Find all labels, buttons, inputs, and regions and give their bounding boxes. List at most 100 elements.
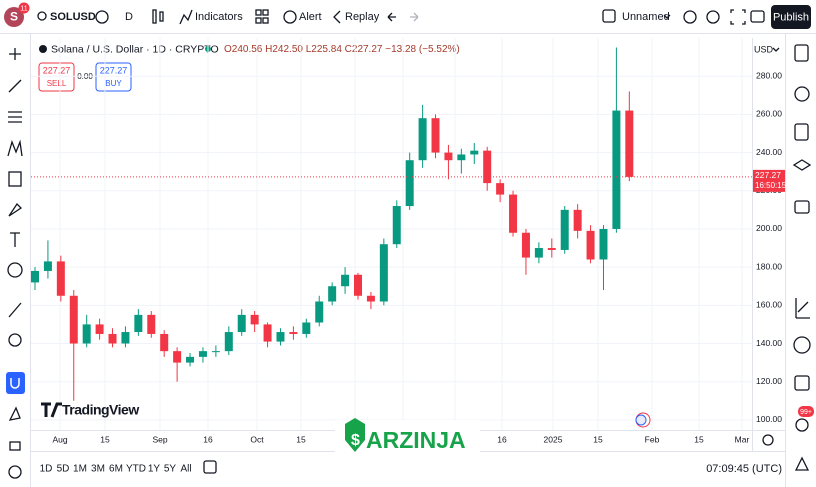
candle-body — [405, 160, 414, 207]
events-icon[interactable] — [794, 375, 810, 391]
text-tool[interactable] — [10, 232, 20, 247]
currency-menu[interactable] — [772, 47, 780, 52]
lock-drawing-tool[interactable] — [8, 406, 21, 421]
chart-style-icon — [159, 11, 164, 22]
candle-body — [134, 314, 143, 333]
layout-menu[interactable] — [663, 14, 671, 19]
date-range-icon[interactable] — [203, 460, 217, 474]
chart-style-icon[interactable] — [152, 9, 157, 24]
candle-body — [483, 150, 492, 184]
compare-icon[interactable] — [95, 10, 109, 24]
buy-price: 227.27 — [100, 65, 128, 75]
search-icon — [37, 11, 47, 21]
candle-body — [379, 244, 388, 302]
visibility-tool[interactable] — [8, 465, 22, 479]
calendar-icon[interactable] — [793, 336, 811, 354]
settings-icon[interactable] — [706, 10, 720, 24]
x-tick-label: 16 — [497, 434, 507, 444]
timeframe-button[interactable]: All — [180, 464, 191, 475]
timeframe-button[interactable]: 3M — [91, 464, 105, 475]
ideas-icon[interactable] — [795, 298, 810, 319]
watermark-mark: $ — [351, 432, 360, 449]
clock[interactable]: 07:09:45 (UTC) — [706, 463, 782, 475]
sell-price: 227.27 — [43, 65, 71, 75]
y-tick-label: 260.00 — [756, 109, 782, 119]
community-icon[interactable] — [795, 418, 809, 432]
y-tick-label: 240.00 — [756, 147, 782, 157]
alert-icon[interactable] — [283, 10, 297, 24]
pattern-tool[interactable] — [7, 139, 23, 157]
prediction-tool[interactable] — [8, 171, 22, 187]
candle-body — [224, 332, 233, 352]
timeframe-button[interactable]: YTD — [126, 464, 146, 475]
candle-body — [457, 154, 466, 161]
candle-body — [121, 332, 130, 344]
templates-icon — [262, 17, 269, 24]
watchlist-icon[interactable] — [794, 44, 809, 62]
x-tick-label: Feb — [645, 434, 660, 444]
crosshair-tool[interactable] — [9, 48, 21, 60]
magnet-tool[interactable] — [6, 372, 25, 394]
axis-settings[interactable] — [762, 434, 774, 446]
chat-icon[interactable] — [794, 200, 810, 214]
magnet-icon — [10, 378, 20, 389]
ruler-tool[interactable] — [8, 302, 22, 318]
redo-icon[interactable] — [410, 12, 419, 22]
watermark-logo — [345, 418, 365, 452]
notification-badge — [798, 406, 814, 417]
layout-name[interactable]: Unnamed — [622, 11, 670, 23]
notification-count: 99+ — [800, 409, 812, 416]
alerts-icon[interactable] — [794, 86, 810, 102]
replay-icon[interactable] — [333, 10, 341, 24]
candle-body — [302, 322, 311, 334]
zoom-tool[interactable] — [8, 333, 22, 347]
icon-tool[interactable] — [7, 262, 23, 278]
bell-icon[interactable] — [794, 456, 810, 471]
publish-button[interactable] — [771, 5, 811, 29]
news-icon[interactable] — [794, 123, 809, 141]
alert-button[interactable]: Alert — [299, 11, 322, 23]
candle-body — [560, 209, 569, 250]
buy-label: BUY — [105, 79, 122, 88]
timeframe-button[interactable]: 1Y — [148, 464, 161, 475]
layout-checkbox[interactable] — [602, 9, 616, 23]
undo-icon[interactable] — [387, 12, 396, 22]
watermark: ARZINJA — [366, 427, 466, 453]
layers-icon[interactable] — [792, 159, 812, 171]
candle-body — [82, 324, 91, 344]
candle-body — [250, 314, 259, 325]
interval[interactable]: D — [125, 11, 133, 23]
sell-button[interactable] — [38, 62, 75, 92]
candle-body — [573, 209, 582, 231]
avatar[interactable] — [4, 7, 24, 27]
candle-body — [95, 324, 104, 334]
quick-search-icon[interactable] — [683, 10, 697, 24]
y-tick-label: 100.00 — [756, 414, 782, 424]
fib-tool[interactable] — [8, 111, 22, 123]
timeframe-button[interactable]: 1M — [73, 464, 87, 475]
brush-tool[interactable] — [8, 202, 23, 217]
lock-tool[interactable] — [9, 441, 21, 451]
badge — [18, 2, 30, 14]
candle-body — [147, 314, 156, 334]
timeframe-button[interactable]: 6M — [109, 464, 123, 475]
candle-body — [237, 314, 246, 333]
tradingview-logo[interactable]: TradingView — [62, 402, 140, 418]
candle-body — [354, 274, 362, 296]
templates-icon[interactable] — [255, 9, 262, 16]
symbol[interactable]: SOLUSD — [50, 11, 96, 23]
timeframe-button[interactable]: 5D — [57, 464, 70, 475]
timeframe-button[interactable]: 5Y — [164, 464, 177, 475]
currency[interactable]: USD — [754, 44, 774, 54]
candle-body — [470, 150, 479, 155]
indicators-icon[interactable] — [179, 9, 193, 25]
legend-title[interactable]: Solana / U.S. Dollar · 1D · CRYPTO — [51, 43, 219, 55]
fullscreen-icon[interactable] — [730, 9, 746, 25]
candle-body — [444, 152, 453, 161]
replay-button[interactable]: Replay — [345, 11, 380, 23]
x-tick-label: 15 — [593, 434, 603, 444]
indicators-button[interactable]: Indicators — [195, 11, 243, 23]
timeframe-button[interactable]: 1D — [40, 464, 53, 475]
trend-line-tool[interactable] — [8, 79, 22, 93]
snapshot-icon[interactable] — [750, 10, 765, 23]
